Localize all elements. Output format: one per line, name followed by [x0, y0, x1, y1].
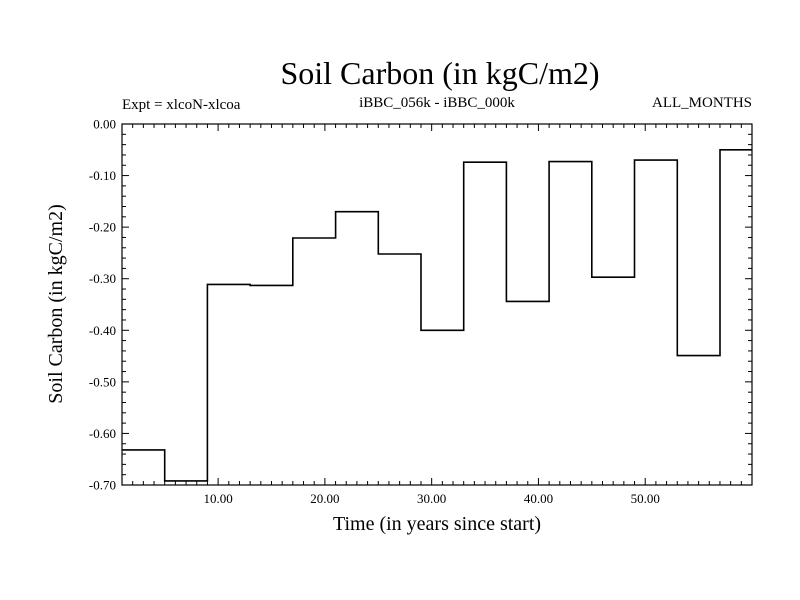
y-tick-label: 0.00	[93, 117, 116, 132]
x-tick-label: 10.00	[203, 491, 232, 506]
y-tick-label: -0.20	[89, 220, 116, 235]
x-axis-label: Time (in years since start)	[333, 513, 541, 535]
y-tick-label: -0.10	[89, 168, 116, 183]
chart-title: Soil Carbon (in kgC/m2)	[280, 55, 599, 91]
experiment-label: Expt = xlcoN-xlcoa	[122, 97, 241, 113]
x-tick-label: 30.00	[417, 491, 446, 506]
y-tick-label: -0.30	[89, 271, 116, 286]
x-tick-label: 50.00	[631, 491, 660, 506]
x-tick-label: 40.00	[524, 491, 553, 506]
x-tick-label: 20.00	[310, 491, 339, 506]
y-tick-label: -0.70	[89, 478, 116, 493]
y-tick-label: -0.40	[89, 323, 116, 338]
y-axis-label: Soil Carbon (in kgC/m2)	[45, 204, 67, 403]
soil-carbon-series-line	[122, 149, 752, 482]
y-tick-label: -0.50	[89, 374, 116, 389]
plot-frame	[121, 123, 753, 486]
comparison-label: iBBC_056k - iBBC_000k	[359, 95, 515, 111]
y-tick-label: -0.60	[89, 426, 116, 441]
months-label: ALL_MONTHS	[652, 95, 752, 111]
